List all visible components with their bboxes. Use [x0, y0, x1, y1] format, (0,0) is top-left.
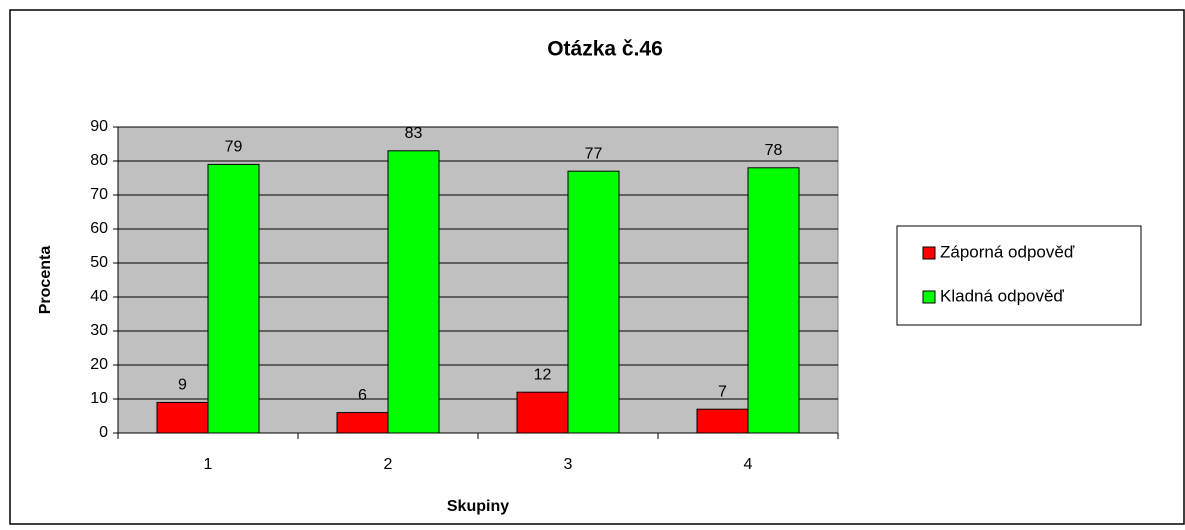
y-tick-label: 10 [90, 390, 108, 407]
data-label: 79 [225, 139, 243, 156]
y-axis-label: Procenta [37, 246, 54, 315]
chart-title: Otázka č.46 [547, 38, 663, 61]
x-axis-label: Skupiny [447, 498, 509, 515]
y-tick-label: 0 [99, 424, 108, 441]
bar [567, 170, 620, 434]
data-label: 83 [405, 125, 423, 142]
data-label: 9 [178, 377, 187, 394]
y-tick-label: 90 [90, 118, 108, 135]
x-tick-label: 3 [564, 456, 573, 473]
x-tick-label: 4 [744, 456, 753, 473]
legend-swatch [922, 246, 936, 260]
bar [387, 150, 440, 434]
legend-label: Kladná odpověď [940, 286, 1064, 305]
y-tick-label: 80 [90, 152, 108, 169]
data-label: 7 [718, 383, 727, 400]
y-tick-label: 60 [90, 220, 108, 237]
bar [516, 391, 569, 434]
x-tick-label: 1 [204, 456, 213, 473]
data-label: 6 [358, 387, 367, 404]
data-label: 12 [534, 366, 552, 383]
bar [336, 412, 389, 434]
legend-label: Záporná odpověď [940, 242, 1075, 261]
data-label: 77 [585, 145, 603, 162]
legend-swatch [922, 290, 936, 304]
y-tick-label: 50 [90, 254, 108, 271]
x-tick-label: 2 [384, 456, 393, 473]
legend [896, 225, 1142, 326]
bar [156, 401, 209, 434]
y-tick-label: 30 [90, 322, 108, 339]
y-tick-label: 40 [90, 288, 108, 305]
bar [207, 163, 260, 434]
bar [696, 408, 749, 434]
y-tick-label: 70 [90, 186, 108, 203]
data-label: 78 [765, 142, 783, 159]
y-tick-label: 20 [90, 356, 108, 373]
bar [747, 167, 800, 434]
